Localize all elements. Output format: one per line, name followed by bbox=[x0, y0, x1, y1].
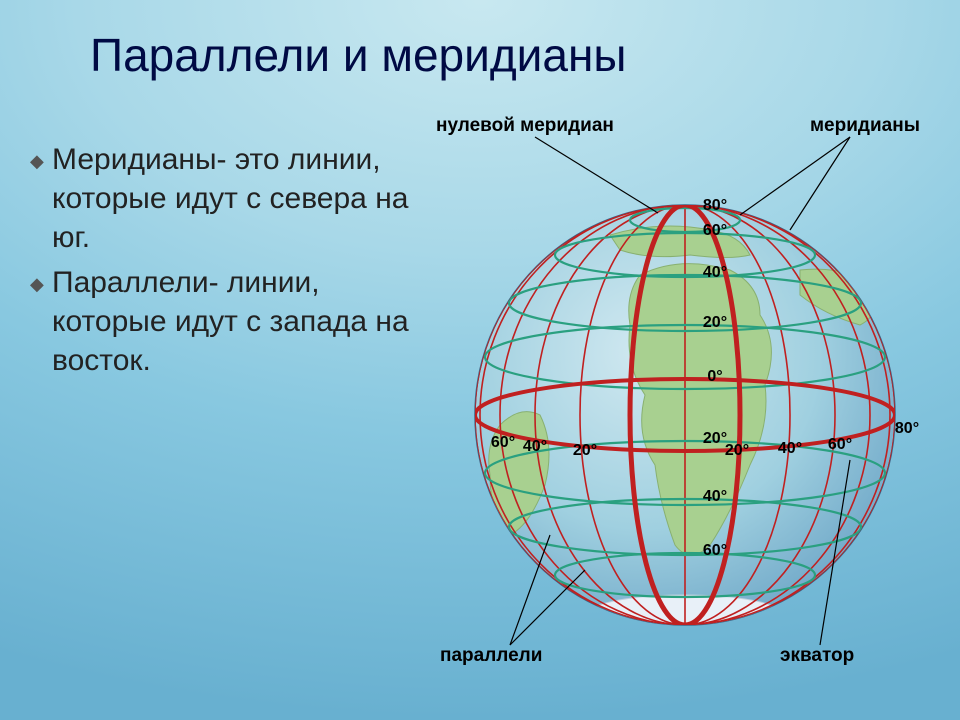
slide-title: Параллели и меридианы bbox=[90, 28, 626, 82]
svg-text:60°: 60° bbox=[703, 222, 727, 239]
svg-text:20°: 20° bbox=[703, 430, 727, 447]
svg-text:80°: 80° bbox=[895, 420, 919, 437]
bullet-item: ◆ Меридианы- это линии, которые идут с с… bbox=[30, 140, 410, 257]
svg-text:40°: 40° bbox=[703, 488, 727, 505]
svg-text:20°: 20° bbox=[573, 442, 597, 459]
svg-text:20°: 20° bbox=[703, 314, 727, 331]
svg-text:40°: 40° bbox=[703, 264, 727, 281]
globe-svg: 80°60°40°20°0°20°40°60°60°40°20°20°40°60… bbox=[430, 115, 940, 675]
svg-text:60°: 60° bbox=[491, 434, 515, 451]
bullet-item: ◆ Параллели- линии, которые идут с запад… bbox=[30, 263, 410, 380]
svg-text:40°: 40° bbox=[523, 438, 547, 455]
svg-text:80°: 80° bbox=[703, 197, 727, 214]
svg-text:0°: 0° bbox=[707, 368, 722, 385]
bullet-text: Параллели- линии, которые идут с запада … bbox=[52, 263, 410, 380]
bullet-marker: ◆ bbox=[30, 263, 52, 380]
text-body: ◆ Меридианы- это линии, которые идут с с… bbox=[30, 140, 410, 386]
bullet-text: Меридианы- это линии, которые идут с сев… bbox=[52, 140, 410, 257]
svg-text:20°: 20° bbox=[725, 442, 749, 459]
globe-diagram: нулевой меридиан меридианы параллели экв… bbox=[430, 115, 940, 675]
bullet-marker: ◆ bbox=[30, 140, 52, 257]
svg-text:60°: 60° bbox=[828, 436, 852, 453]
svg-text:40°: 40° bbox=[778, 440, 802, 457]
svg-text:60°: 60° bbox=[703, 542, 727, 559]
